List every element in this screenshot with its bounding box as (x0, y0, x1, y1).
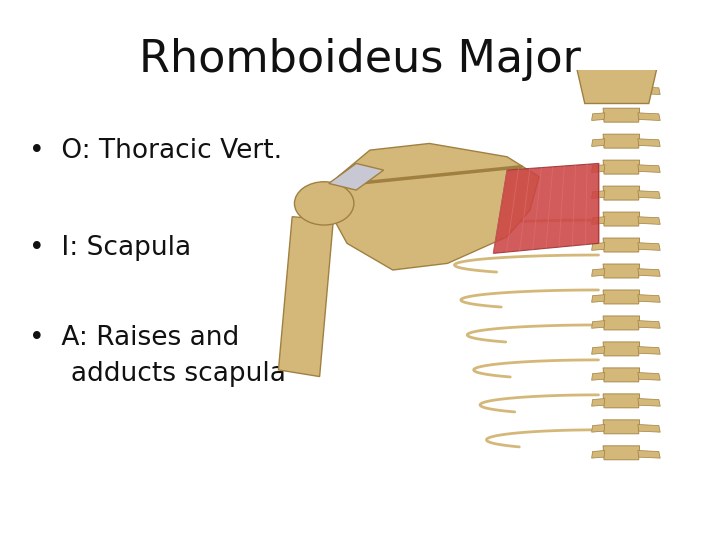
Text: •  I: Scapula: • I: Scapula (29, 235, 191, 261)
Polygon shape (592, 242, 605, 251)
Polygon shape (603, 134, 639, 148)
Text: Rhomboideus Major: Rhomboideus Major (139, 38, 581, 81)
Polygon shape (592, 347, 605, 354)
Polygon shape (329, 164, 384, 190)
Polygon shape (638, 217, 660, 225)
Polygon shape (603, 316, 639, 330)
Text: ©: © (265, 456, 272, 462)
Polygon shape (603, 420, 639, 434)
Polygon shape (592, 424, 605, 432)
Polygon shape (638, 295, 660, 302)
Polygon shape (493, 164, 598, 253)
Polygon shape (592, 113, 605, 120)
Polygon shape (638, 191, 660, 198)
Text: •  A: Raises and
     adducts scapula: • A: Raises and adducts scapula (29, 326, 286, 387)
Polygon shape (592, 399, 605, 406)
Polygon shape (592, 450, 605, 458)
Polygon shape (638, 450, 660, 458)
Polygon shape (638, 373, 660, 380)
Polygon shape (638, 321, 660, 328)
Polygon shape (603, 108, 639, 122)
Polygon shape (592, 191, 605, 198)
Polygon shape (638, 165, 660, 172)
Polygon shape (603, 186, 639, 200)
Polygon shape (638, 242, 660, 251)
Polygon shape (603, 160, 639, 174)
Polygon shape (603, 290, 639, 304)
Polygon shape (603, 238, 639, 252)
Polygon shape (603, 82, 639, 96)
Polygon shape (329, 144, 539, 270)
Polygon shape (592, 139, 605, 146)
Polygon shape (638, 399, 660, 406)
Polygon shape (592, 373, 605, 380)
Polygon shape (603, 212, 639, 226)
Polygon shape (279, 217, 333, 376)
Polygon shape (638, 347, 660, 354)
Polygon shape (592, 165, 605, 172)
Polygon shape (603, 368, 639, 382)
Polygon shape (592, 269, 605, 276)
Circle shape (294, 182, 354, 225)
Polygon shape (603, 446, 639, 460)
Text: •  O: Thoracic Vert.: • O: Thoracic Vert. (29, 138, 282, 164)
Polygon shape (592, 217, 605, 225)
Polygon shape (592, 295, 605, 302)
Polygon shape (638, 87, 660, 94)
Polygon shape (576, 64, 658, 104)
Polygon shape (638, 424, 660, 432)
Polygon shape (638, 113, 660, 120)
Polygon shape (592, 87, 605, 94)
Polygon shape (603, 264, 639, 278)
Polygon shape (638, 139, 660, 146)
Polygon shape (592, 321, 605, 328)
Polygon shape (638, 269, 660, 276)
Polygon shape (603, 394, 639, 408)
Polygon shape (603, 342, 639, 356)
